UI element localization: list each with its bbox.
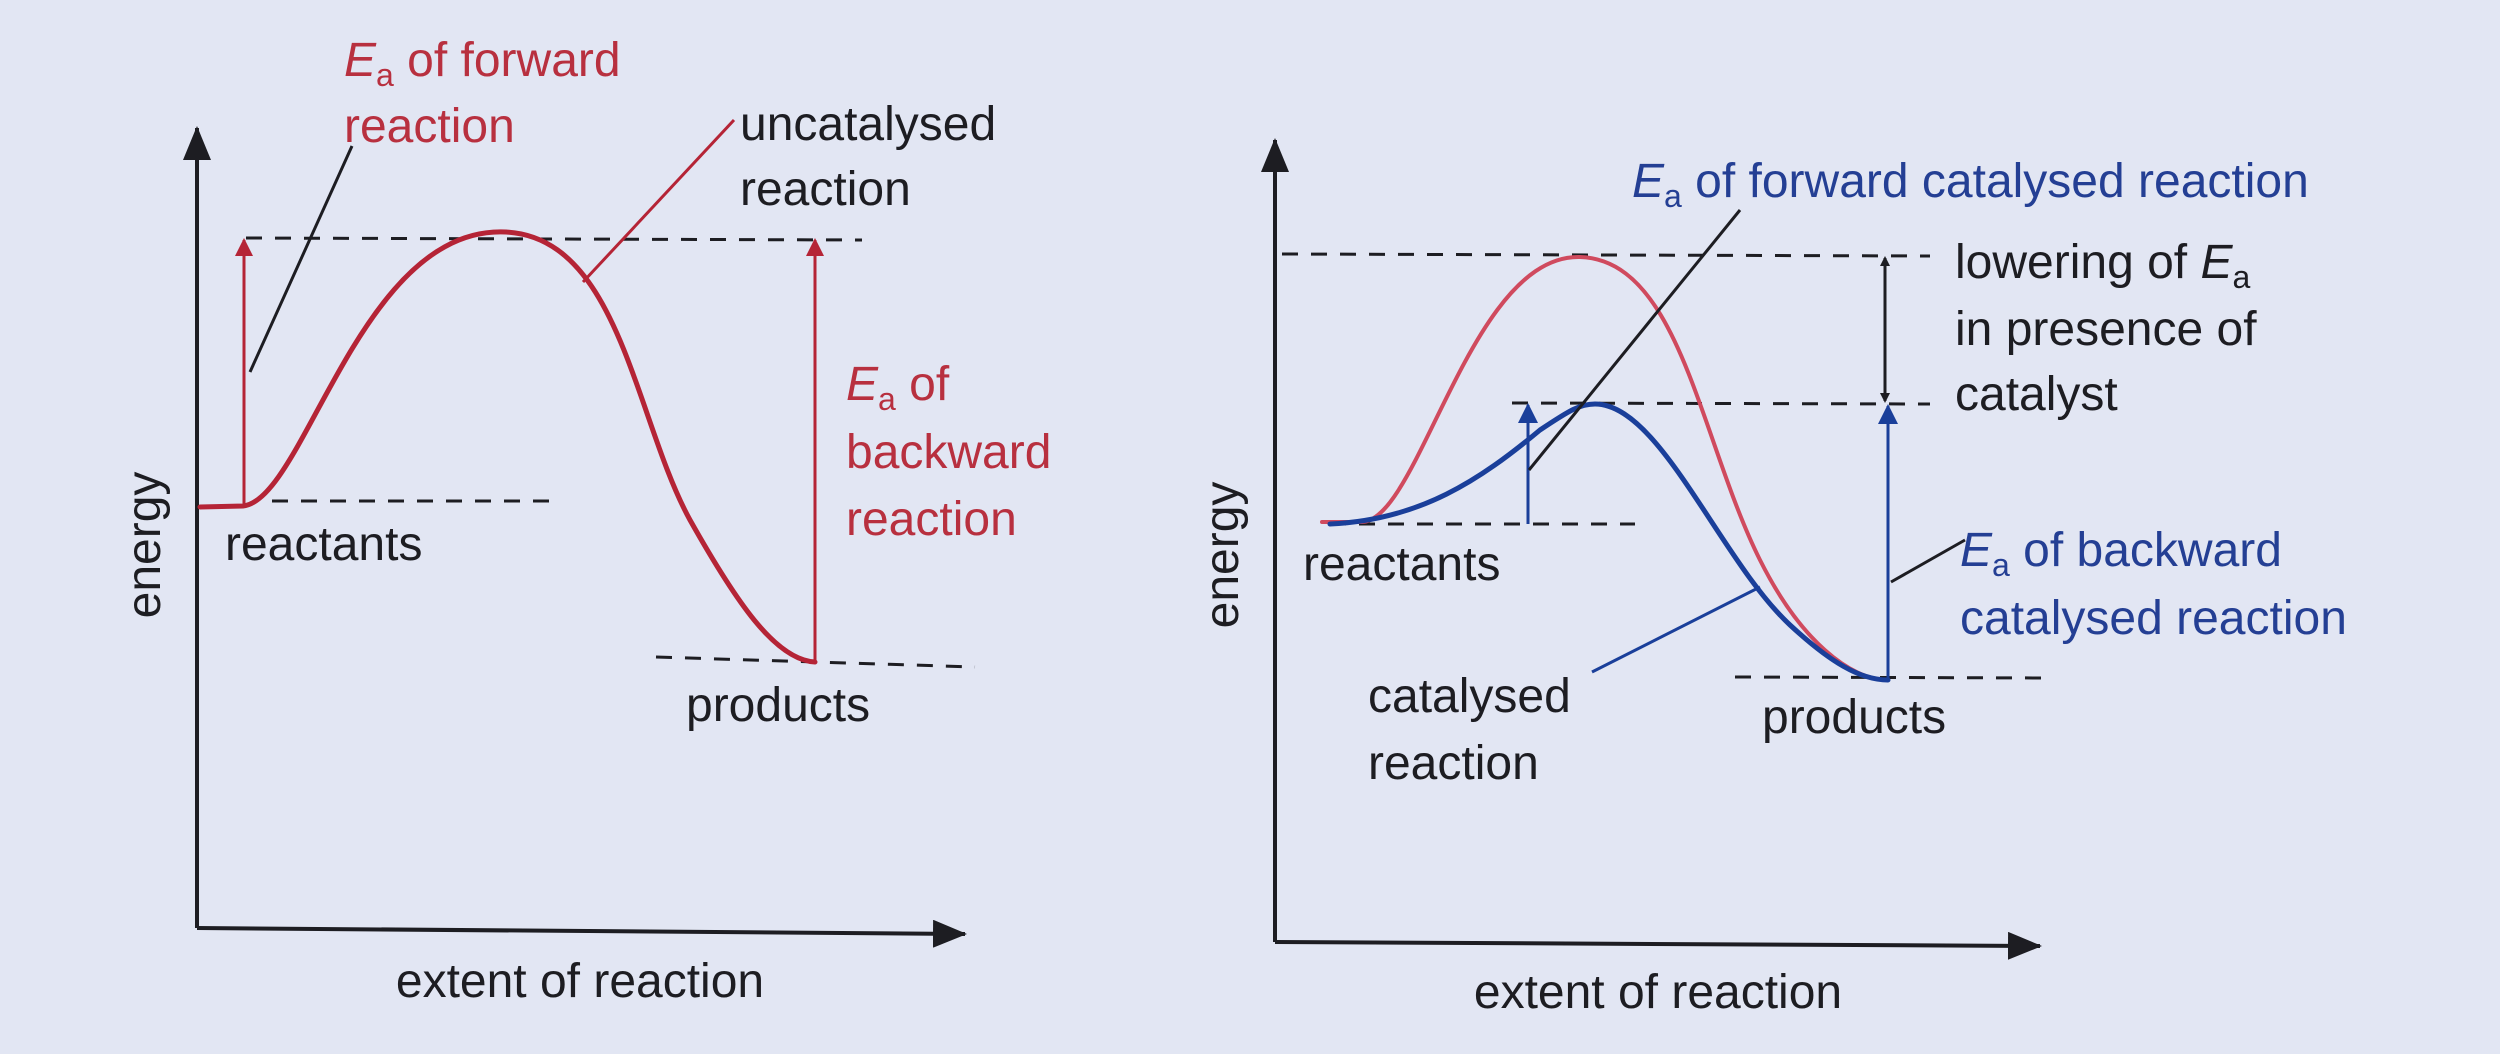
- right-products-label: products: [1762, 691, 1946, 744]
- right-uncatalysed-peak-dashed-line: [1281, 252, 1931, 258]
- right-uncatalysed-curve: [1320, 254, 1890, 682]
- left-diagram: Ea of forward reaction uncatalysed react…: [118, 34, 1051, 1008]
- right-reactants-label: reactants: [1303, 538, 1500, 591]
- left-ea-forward-leader: [248, 145, 354, 373]
- left-uncatalysed-label-line1: uncatalysed: [740, 98, 996, 151]
- right-products-dashed-line: [1734, 675, 2051, 680]
- right-ea-backward-cat-label-line2: catalysed reaction: [1960, 592, 2347, 645]
- right-y-axis-label: energy: [1196, 482, 1249, 629]
- right-ea-backward-cat-leader: [1890, 538, 1966, 584]
- right-lowering-label-line2: in presence of: [1955, 303, 2257, 356]
- right-lowering-label-line1: lowering of Ea: [1955, 236, 2250, 295]
- left-reactants-label: reactants: [225, 518, 422, 571]
- right-catalysed-leader: [1591, 585, 1761, 674]
- right-lowering-label-line3: catalyst: [1955, 368, 2118, 421]
- right-x-axis: [1274, 931, 2042, 960]
- left-ea-forward-label-line1: Ea of forward: [344, 34, 621, 93]
- left-ea-backward-label-line1: Ea of: [846, 358, 950, 417]
- left-uncatalysed-label-line2: reaction: [740, 163, 911, 216]
- right-x-axis-label: extent of reaction: [1474, 966, 1842, 1019]
- left-uncatalysed-leader: [581, 118, 736, 284]
- left-uncatalysed-curve: [197, 229, 818, 665]
- left-y-axis-label: energy: [118, 472, 171, 619]
- left-ea-backward-label-line3: reaction: [846, 493, 1017, 546]
- right-ea-forward-cat-leader: [1527, 209, 1742, 471]
- left-x-axis-label: extent of reaction: [396, 955, 764, 1008]
- right-catalysed-label-line2: reaction: [1368, 737, 1539, 790]
- right-catalysed-curve: [1327, 401, 1891, 683]
- left-ea-backward-label-line2: backward: [846, 426, 1051, 479]
- right-ea-forward-cat-label: Ea of forward catalysed reaction: [1632, 155, 2309, 214]
- right-diagram: Ea of forward catalysed reaction lowerin…: [1196, 138, 2347, 1019]
- left-products-label: products: [686, 679, 870, 732]
- right-catalysed-peak-dashed-line: [1511, 401, 1931, 406]
- right-ea-backward-cat-label-line1: Ea of backward: [1960, 524, 2282, 583]
- left-x-axis: [196, 919, 967, 948]
- left-ea-forward-label-line2: reaction: [344, 100, 515, 153]
- right-catalysed-label-line1: catalysed: [1368, 670, 1571, 723]
- left-peak-dashed-line: [245, 236, 863, 242]
